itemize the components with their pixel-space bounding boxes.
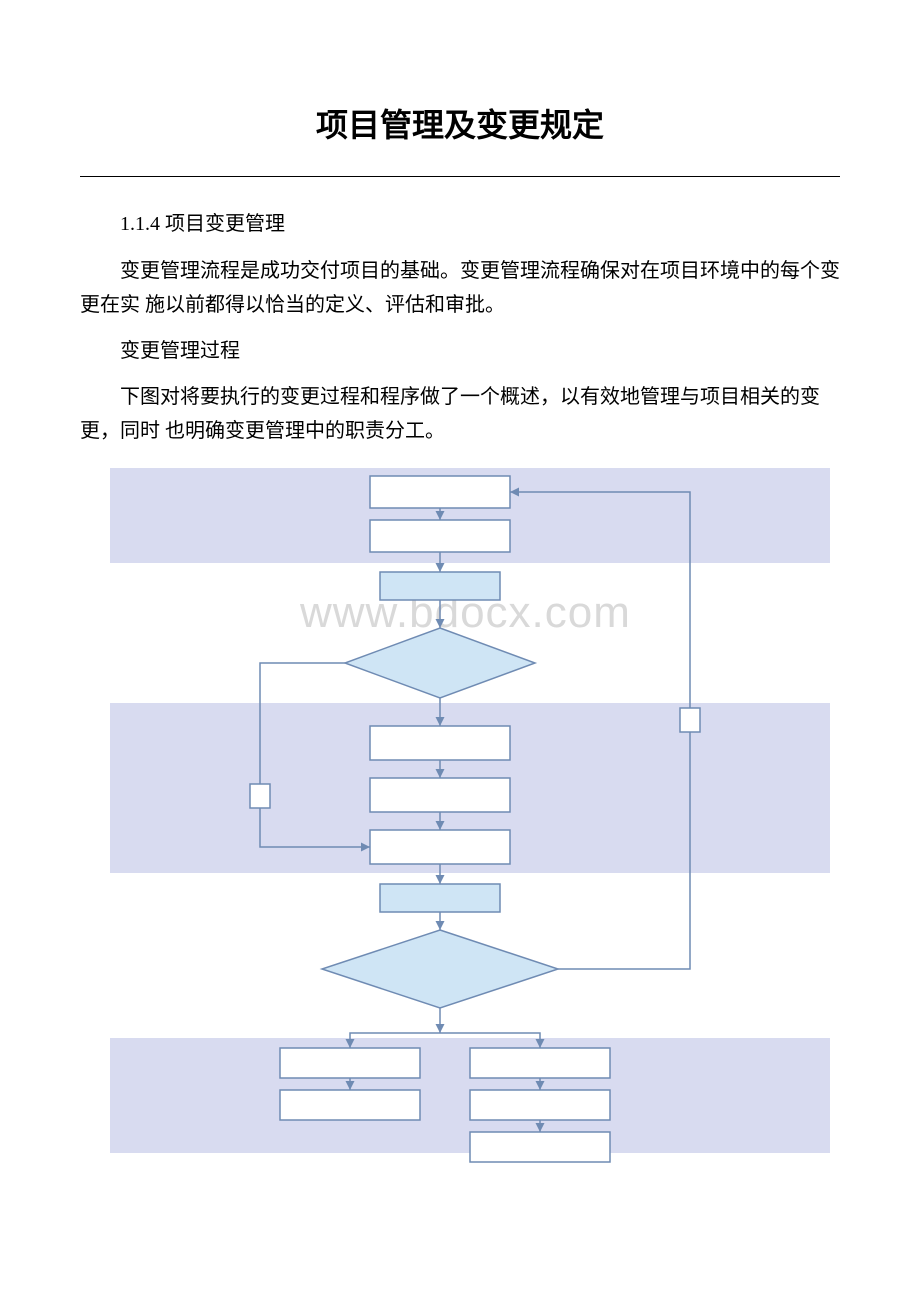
flowchart-box xyxy=(470,1090,610,1120)
flowchart-box xyxy=(370,726,510,760)
flowchart-edge xyxy=(510,492,690,969)
flowchart-box xyxy=(280,1090,420,1120)
flowchart-box xyxy=(370,476,510,508)
flowchart-box xyxy=(250,784,270,808)
flowchart-box xyxy=(680,708,700,732)
flowchart-box xyxy=(280,1048,420,1078)
flowchart-edge xyxy=(260,663,370,847)
flowchart-box xyxy=(380,884,500,912)
flowchart-box xyxy=(380,572,500,600)
flowchart-box xyxy=(470,1132,610,1162)
flowchart-diamond xyxy=(345,628,535,698)
page-title: 项目管理及变更规定 xyxy=(80,100,840,146)
nodes-group xyxy=(250,476,700,1162)
paragraph-3: 下图对将要执行的变更过程和程序做了一个概述，以有效地管理与项目相关的变更，同时 … xyxy=(80,380,840,448)
flowchart-container: www.bdocx.com xyxy=(110,468,830,1168)
flowchart-diamond xyxy=(322,930,558,1008)
flowchart-edge xyxy=(440,1033,540,1048)
flowchart-box xyxy=(370,830,510,864)
paragraph-2: 变更管理过程 xyxy=(80,334,840,368)
flowchart-box xyxy=(470,1048,610,1078)
flowchart-edge xyxy=(350,1033,440,1048)
flowchart-box xyxy=(370,520,510,552)
flowchart-svg xyxy=(110,468,830,1168)
section-number: 1.1.4 项目变更管理 xyxy=(120,207,840,236)
divider xyxy=(80,176,840,177)
paragraph-1: 变更管理流程是成功交付项目的基础。变更管理流程确保对在项目环境中的每个变更在实 … xyxy=(80,254,840,322)
flowchart-box xyxy=(370,778,510,812)
